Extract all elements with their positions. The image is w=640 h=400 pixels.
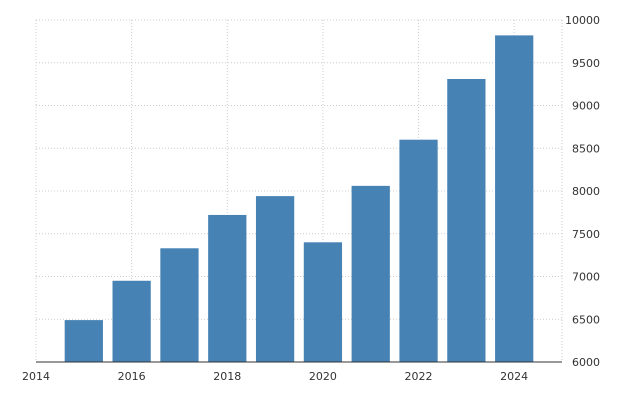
x-tick-label: 2020 <box>309 370 337 383</box>
y-tick-label: 7000 <box>572 271 600 284</box>
bar-2021 <box>351 185 390 362</box>
bar-2016 <box>112 280 151 362</box>
y-tick-label: 10000 <box>565 14 600 27</box>
y-tick-label: 9000 <box>572 100 600 113</box>
x-tick-label: 2016 <box>118 370 146 383</box>
y-tick-label: 6500 <box>572 313 600 326</box>
bar-2019 <box>255 196 295 362</box>
x-tick-label: 2018 <box>213 370 241 383</box>
y-tick-label: 9500 <box>572 57 600 70</box>
x-tick-label: 2022 <box>405 370 433 383</box>
bar-2015 <box>64 320 103 362</box>
bar-2023 <box>447 78 486 363</box>
y-tick-label: 8500 <box>572 142 600 155</box>
bar-2022 <box>399 139 438 362</box>
bar-2018 <box>208 214 247 362</box>
bar-2024 <box>495 35 534 362</box>
bar-2017 <box>160 248 199 362</box>
y-tick-label: 7500 <box>572 228 600 241</box>
y-axis-tick-labels: 6000 6500 7000 7500 8000 8500 9000 9500 10000 <box>565 14 600 369</box>
x-tick-label: 2024 <box>500 370 528 383</box>
x-axis-tick-labels: 2014 2016 2018 2020 2022 2024 <box>22 370 528 383</box>
y-tick-label: 6000 <box>572 356 600 369</box>
x-tick-label: 2014 <box>22 370 50 383</box>
y-tick-label: 8000 <box>572 185 600 198</box>
bars <box>64 35 534 363</box>
bar-2020 <box>303 242 343 362</box>
